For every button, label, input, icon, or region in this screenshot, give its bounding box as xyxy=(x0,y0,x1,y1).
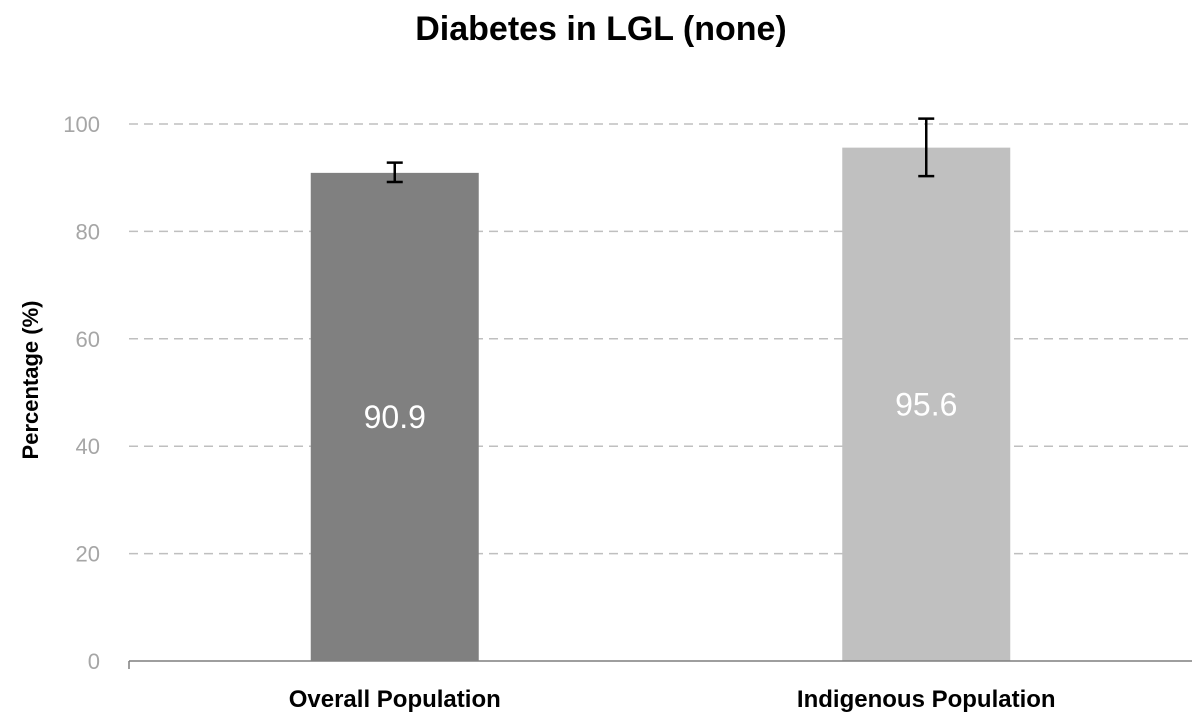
bar xyxy=(842,147,1011,662)
y-tick-labels: 0 20 40 60 80 100 xyxy=(63,112,100,674)
data-label: 90.9 xyxy=(364,399,426,435)
bars xyxy=(310,147,1011,662)
y-axis-label: Percentage (%) xyxy=(18,301,43,460)
data-label: 95.6 xyxy=(895,386,957,422)
y-tick-label: 100 xyxy=(63,112,100,137)
y-tick-label: 80 xyxy=(76,219,100,244)
chart-title: Diabetes in LGL (none) xyxy=(415,10,787,48)
y-tick-label: 0 xyxy=(88,649,100,674)
error-bar xyxy=(386,161,403,184)
error-bar xyxy=(918,117,935,178)
y-tick-label: 20 xyxy=(76,542,100,567)
gridlines xyxy=(129,123,1192,555)
data-labels: 90.9 95.6 xyxy=(364,386,958,435)
error-bars xyxy=(386,117,935,184)
bar xyxy=(310,172,479,661)
x-tick-label: Overall Population xyxy=(289,686,501,713)
x-tick-label: Indigenous Population xyxy=(797,686,1056,713)
x-axis xyxy=(128,660,1192,669)
y-tick-label: 40 xyxy=(76,434,100,459)
y-tick-label: 60 xyxy=(76,327,100,352)
x-tick-labels: Overall Population Indigenous Population xyxy=(289,686,1056,713)
